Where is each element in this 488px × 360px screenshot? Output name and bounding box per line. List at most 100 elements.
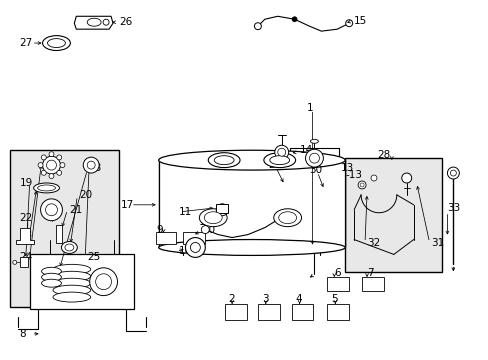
Polygon shape bbox=[74, 16, 113, 29]
Ellipse shape bbox=[42, 156, 61, 174]
Ellipse shape bbox=[401, 173, 411, 183]
Text: 5: 5 bbox=[331, 294, 337, 304]
Text: 26: 26 bbox=[119, 17, 132, 27]
Bar bbox=[30, 255, 134, 309]
Text: 24: 24 bbox=[20, 252, 33, 262]
Ellipse shape bbox=[53, 271, 90, 281]
Text: 8: 8 bbox=[20, 329, 26, 339]
Text: 29: 29 bbox=[267, 160, 281, 170]
Ellipse shape bbox=[61, 242, 77, 253]
Ellipse shape bbox=[449, 170, 455, 176]
Ellipse shape bbox=[57, 155, 61, 160]
Text: 13: 13 bbox=[341, 163, 354, 173]
Ellipse shape bbox=[87, 161, 95, 169]
Text: 15: 15 bbox=[353, 16, 366, 26]
Ellipse shape bbox=[89, 268, 117, 296]
Ellipse shape bbox=[310, 139, 318, 143]
Ellipse shape bbox=[41, 170, 46, 175]
Bar bbox=[56, 225, 62, 243]
Text: 33: 33 bbox=[447, 203, 460, 213]
Text: 32: 32 bbox=[366, 238, 380, 248]
Ellipse shape bbox=[53, 292, 90, 302]
Text: 17: 17 bbox=[121, 200, 134, 210]
Ellipse shape bbox=[96, 274, 111, 290]
Ellipse shape bbox=[41, 273, 61, 281]
Ellipse shape bbox=[447, 167, 458, 179]
Ellipse shape bbox=[53, 278, 90, 288]
Text: 20: 20 bbox=[79, 190, 92, 200]
Ellipse shape bbox=[57, 170, 61, 175]
Ellipse shape bbox=[273, 209, 301, 227]
Ellipse shape bbox=[305, 149, 323, 167]
Ellipse shape bbox=[41, 279, 61, 287]
Text: 12: 12 bbox=[198, 217, 211, 227]
Text: 30: 30 bbox=[309, 165, 322, 175]
Ellipse shape bbox=[359, 183, 364, 187]
Bar bbox=[20, 257, 28, 267]
Text: 27: 27 bbox=[20, 38, 33, 48]
Polygon shape bbox=[158, 160, 345, 247]
Ellipse shape bbox=[53, 264, 90, 274]
Bar bbox=[183, 231, 205, 243]
Text: 9: 9 bbox=[156, 225, 163, 235]
Polygon shape bbox=[16, 228, 34, 244]
Ellipse shape bbox=[345, 20, 352, 27]
Ellipse shape bbox=[216, 204, 228, 216]
Ellipse shape bbox=[254, 23, 261, 30]
Ellipse shape bbox=[49, 152, 54, 157]
Text: 23: 23 bbox=[20, 230, 33, 239]
Text: 3: 3 bbox=[262, 294, 268, 304]
Text: 6: 6 bbox=[334, 268, 340, 278]
Bar bbox=[291, 304, 313, 320]
Ellipse shape bbox=[208, 153, 240, 168]
Text: 21: 21 bbox=[69, 205, 82, 215]
Ellipse shape bbox=[45, 204, 57, 216]
Ellipse shape bbox=[278, 212, 296, 224]
Text: 4: 4 bbox=[295, 294, 302, 304]
Ellipse shape bbox=[53, 285, 90, 295]
Ellipse shape bbox=[370, 175, 376, 181]
Text: 11: 11 bbox=[178, 207, 191, 217]
Ellipse shape bbox=[201, 226, 209, 234]
Ellipse shape bbox=[38, 185, 55, 191]
Bar bbox=[345, 158, 442, 272]
Ellipse shape bbox=[199, 209, 226, 227]
Text: 22: 22 bbox=[20, 213, 33, 223]
Bar bbox=[326, 304, 348, 320]
Ellipse shape bbox=[34, 183, 60, 193]
Ellipse shape bbox=[41, 267, 61, 275]
Bar bbox=[216, 204, 228, 213]
Text: 25: 25 bbox=[87, 252, 100, 262]
Text: 7: 7 bbox=[366, 268, 373, 278]
Bar bbox=[224, 304, 246, 320]
Ellipse shape bbox=[291, 17, 297, 22]
Ellipse shape bbox=[274, 145, 288, 159]
Ellipse shape bbox=[309, 153, 319, 163]
Ellipse shape bbox=[65, 244, 74, 251]
Ellipse shape bbox=[60, 163, 65, 168]
Ellipse shape bbox=[41, 199, 62, 221]
Text: 10: 10 bbox=[202, 225, 215, 235]
Bar bbox=[155, 231, 175, 243]
Ellipse shape bbox=[103, 19, 109, 25]
Ellipse shape bbox=[185, 238, 205, 257]
Text: 31: 31 bbox=[431, 238, 444, 248]
Ellipse shape bbox=[204, 212, 222, 224]
Ellipse shape bbox=[83, 157, 99, 173]
Text: 1: 1 bbox=[306, 103, 312, 113]
Ellipse shape bbox=[264, 153, 295, 168]
Text: -13: -13 bbox=[345, 170, 362, 180]
Ellipse shape bbox=[158, 239, 345, 255]
Bar bbox=[257, 304, 279, 320]
Ellipse shape bbox=[46, 160, 56, 170]
Ellipse shape bbox=[269, 156, 289, 165]
Ellipse shape bbox=[357, 181, 366, 189]
Text: 2: 2 bbox=[228, 294, 234, 304]
Bar bbox=[361, 277, 383, 291]
Ellipse shape bbox=[158, 150, 345, 170]
Text: 18: 18 bbox=[89, 163, 102, 173]
Text: 19: 19 bbox=[20, 178, 33, 188]
Ellipse shape bbox=[277, 148, 285, 156]
Text: 16: 16 bbox=[178, 247, 191, 256]
Ellipse shape bbox=[41, 155, 46, 160]
